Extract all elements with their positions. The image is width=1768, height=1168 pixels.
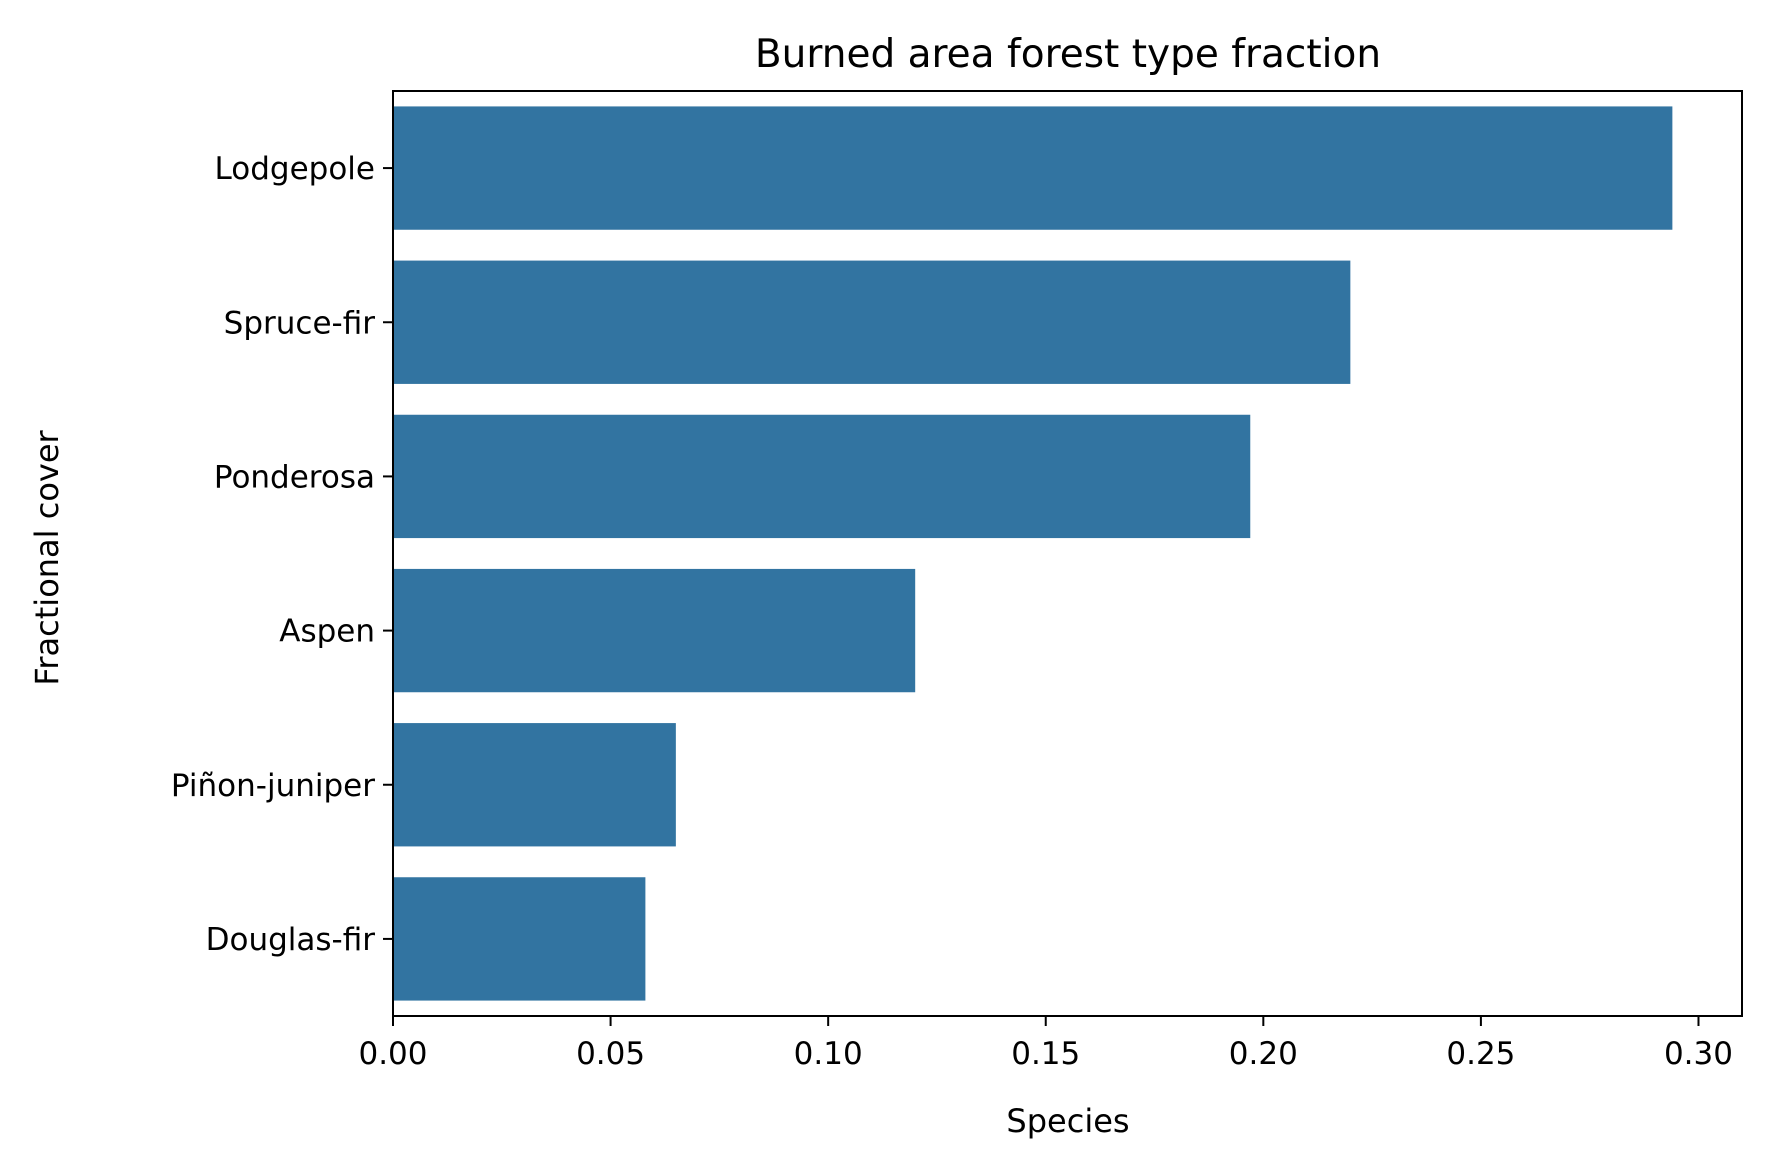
bar-ponderosa: [393, 414, 1251, 539]
x-tick-label: 0.10: [794, 1036, 863, 1072]
chart-title: Burned area forest type fraction: [755, 32, 1381, 77]
y-tick-label: Aspen: [279, 614, 375, 650]
y-tick-label: Lodgepole: [215, 151, 375, 187]
bar-douglas-fir: [393, 877, 646, 1001]
bar-pi-on-juniper: [393, 723, 676, 847]
y-axis-label: Fractional cover: [28, 429, 66, 685]
y-tick-label: Spruce-fir: [224, 305, 376, 341]
x-tick-label: 0.20: [1229, 1036, 1298, 1072]
y-axis: Lodgepole Spruce-fir Ponderosa Aspen Piñon-j…: [171, 151, 393, 958]
plot-frame: [392, 90, 1743, 1017]
x-axis: 0.00 0.05 0.10 0.15 0.20 0.25 0.30: [358, 1016, 1733, 1072]
bar-lodgepole: [393, 106, 1673, 230]
x-tick-label: 0.05: [576, 1036, 645, 1072]
x-tick-label: 0.25: [1446, 1036, 1515, 1072]
x-tick-label: 0.30: [1664, 1036, 1733, 1072]
bar-aspen: [393, 568, 916, 693]
y-tick-label: Piñon-juniper: [171, 768, 375, 804]
x-tick-label: 0.00: [358, 1036, 427, 1072]
bars-group: [393, 106, 1673, 1001]
x-tick-label: 0.15: [1011, 1036, 1080, 1072]
bar-spruce-fir: [393, 260, 1351, 384]
y-tick-label: Douglas-fir: [206, 922, 376, 958]
y-tick-label: Ponderosa: [214, 459, 375, 495]
x-axis-label: Species: [1006, 1102, 1129, 1140]
